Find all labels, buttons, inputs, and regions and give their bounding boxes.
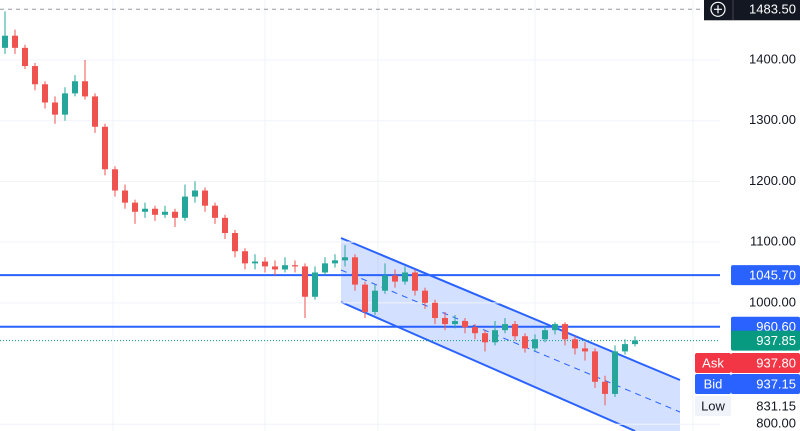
y-tick-label: 800.00 [756,416,796,431]
candle-body [252,261,258,264]
candle-body [282,265,288,270]
quote-name-bg [695,374,731,394]
quote-value-bg [731,396,800,416]
candle-body [342,257,348,261]
price-tag [731,330,800,351]
candle-body [322,263,328,273]
candle-body [352,257,358,285]
candle-body [362,284,368,312]
quote-value: 937.80 [756,355,796,370]
candle-body [2,35,8,48]
candle-body [152,208,158,215]
candle-body [412,272,418,291]
candle-body [182,196,188,218]
candle-body [262,261,268,267]
quote-value-bg [731,374,800,394]
candle-body [422,290,428,303]
candle-body [272,266,278,270]
candle-body [22,47,28,67]
candle-body [502,324,508,331]
candle-body [62,93,68,115]
candle-body [622,344,628,352]
candle-body [12,35,18,48]
candle-body [82,81,88,97]
y-tick-label: 1100.00 [750,234,796,249]
candle-body [392,275,398,282]
candle-body [482,333,488,343]
candle-body [372,290,378,312]
candle-body [232,233,238,252]
candle-body [442,318,448,325]
candle-body [212,205,218,218]
y-tick-label: 1400.00 [749,51,796,66]
candle-body [122,190,128,203]
add-icon [714,5,722,14]
quote-name-bg [695,396,731,416]
price-tag-label: 1045.70 [749,268,796,283]
candle-body [112,169,118,191]
candle-body [132,202,138,212]
candle-body [32,66,38,85]
candle-body [602,381,608,394]
price-axis: 800.00 1000.00 1100.00 1200.00 1300.00 1400.0… [695,0,800,431]
candle-body [222,217,228,234]
add-button[interactable] [710,1,726,17]
candle-body [452,321,458,325]
candle-body [192,190,198,197]
candle-body [92,96,98,127]
quote-value-bg [731,353,800,373]
candle-body [612,351,618,394]
candle-body [402,272,408,282]
candle-body [572,339,578,349]
candle-body [332,260,338,264]
plot [0,8,720,425]
candle-body [172,211,178,218]
price-tag-label: 960.60 [756,319,796,334]
quote-value: 937.15 [756,376,796,391]
candle-body [632,340,638,345]
y-tick-label: 1200.00 [749,173,796,188]
candle-body [512,324,518,337]
candle-body [292,265,298,267]
candle-body [52,102,58,115]
candle-body [492,330,498,343]
candle-body [542,330,548,340]
candle-body [592,351,598,382]
candle-body [532,339,538,349]
candle-body [432,302,438,319]
parallel-channel[interactable] [340,237,681,431]
crosshair-tag-bg [704,0,800,21]
y-tick-label: 1300.00 [749,112,796,127]
candle-body [522,336,528,349]
crosshair-label: 1483.50 [749,2,796,17]
time-grid [112,0,694,431]
quote-name: Ask [702,355,724,370]
candle-body [242,251,248,264]
price-tag-label: 937.85 [756,333,796,348]
candle-body [562,324,568,340]
candle-body [472,327,478,334]
candle-body [302,266,308,297]
quote-name: Low [701,398,725,413]
candle-body [162,211,168,215]
candle-body [552,324,558,331]
candle-body [582,348,588,352]
candle-body [102,126,108,170]
channel-upper [340,237,681,381]
candle-body [462,321,468,328]
candle-body [72,81,78,94]
candle-body [382,275,388,291]
y-tick-label: 1000.00 [749,294,796,309]
quote-name-bg [695,353,731,373]
price-tag [731,265,800,286]
quote-value: 831.15 [756,398,796,413]
candle-body [42,84,48,103]
channel-fill [341,238,680,431]
candle-body [312,272,318,297]
channel-lower [340,301,636,431]
candle-body [202,190,208,206]
quote-name: Bid [704,376,723,391]
candle-body [142,208,148,212]
